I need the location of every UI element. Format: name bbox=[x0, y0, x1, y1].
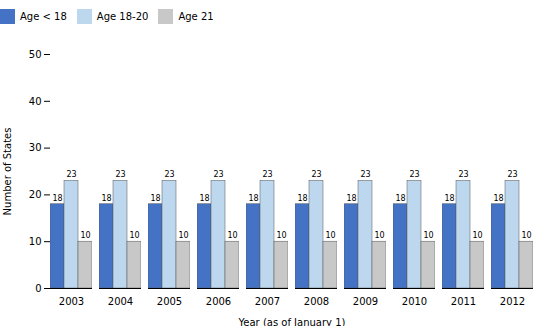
svg-text:Number of States: Number of States bbox=[2, 128, 13, 216]
svg-text:18: 18 bbox=[493, 194, 503, 203]
svg-text:10: 10 bbox=[29, 236, 42, 247]
svg-text:50: 50 bbox=[29, 49, 42, 60]
svg-text:0: 0 bbox=[35, 283, 41, 294]
svg-text:2010: 2010 bbox=[402, 296, 427, 307]
svg-text:23: 23 bbox=[458, 170, 468, 179]
svg-text:18: 18 bbox=[248, 194, 258, 203]
svg-text:2012: 2012 bbox=[500, 296, 525, 307]
svg-text:10: 10 bbox=[227, 231, 237, 240]
svg-text:18: 18 bbox=[52, 194, 62, 203]
svg-text:10: 10 bbox=[276, 231, 286, 240]
svg-text:23: 23 bbox=[262, 170, 272, 179]
svg-text:Year (as of January 1): Year (as of January 1) bbox=[238, 317, 346, 326]
svg-text:10: 10 bbox=[423, 231, 433, 240]
html-text:Age 18-20: Age 18-20 bbox=[96, 11, 149, 22]
svg-text:10: 10 bbox=[129, 231, 139, 240]
svg-text:10: 10 bbox=[521, 231, 531, 240]
html-text:Age < 18: Age < 18 bbox=[20, 11, 67, 22]
svg-text:2004: 2004 bbox=[108, 296, 133, 307]
svg-text:40: 40 bbox=[29, 96, 42, 107]
html-text:Age 21: Age 21 bbox=[178, 11, 214, 22]
svg-text:10: 10 bbox=[472, 231, 482, 240]
svg-text:18: 18 bbox=[444, 194, 454, 203]
svg-text:18: 18 bbox=[101, 194, 111, 203]
svg-text:23: 23 bbox=[311, 170, 321, 179]
svg-text:2009: 2009 bbox=[353, 296, 378, 307]
svg-text:23: 23 bbox=[164, 170, 174, 179]
svg-text:18: 18 bbox=[199, 194, 209, 203]
svg-text:18: 18 bbox=[150, 194, 160, 203]
svg-text:23: 23 bbox=[360, 170, 370, 179]
svg-text:30: 30 bbox=[29, 142, 42, 153]
svg-text:18: 18 bbox=[395, 194, 405, 203]
svg-text:23: 23 bbox=[115, 170, 125, 179]
svg-text:2008: 2008 bbox=[304, 296, 329, 307]
svg-text:23: 23 bbox=[507, 170, 517, 179]
svg-text:2011: 2011 bbox=[451, 296, 476, 307]
svg-text:23: 23 bbox=[409, 170, 419, 179]
svg-text:2006: 2006 bbox=[206, 296, 231, 307]
svg-text:10: 10 bbox=[374, 231, 384, 240]
svg-text:2007: 2007 bbox=[255, 296, 280, 307]
svg-text:20: 20 bbox=[29, 189, 42, 200]
svg-text:10: 10 bbox=[80, 231, 90, 240]
svg-text:10: 10 bbox=[178, 231, 188, 240]
svg-text:18: 18 bbox=[297, 194, 307, 203]
svg-text:10: 10 bbox=[325, 231, 335, 240]
svg-text:23: 23 bbox=[213, 170, 223, 179]
svg-text:2005: 2005 bbox=[157, 296, 182, 307]
svg-text:2003: 2003 bbox=[59, 296, 84, 307]
svg-text:23: 23 bbox=[66, 170, 76, 179]
svg-text:18: 18 bbox=[346, 194, 356, 203]
